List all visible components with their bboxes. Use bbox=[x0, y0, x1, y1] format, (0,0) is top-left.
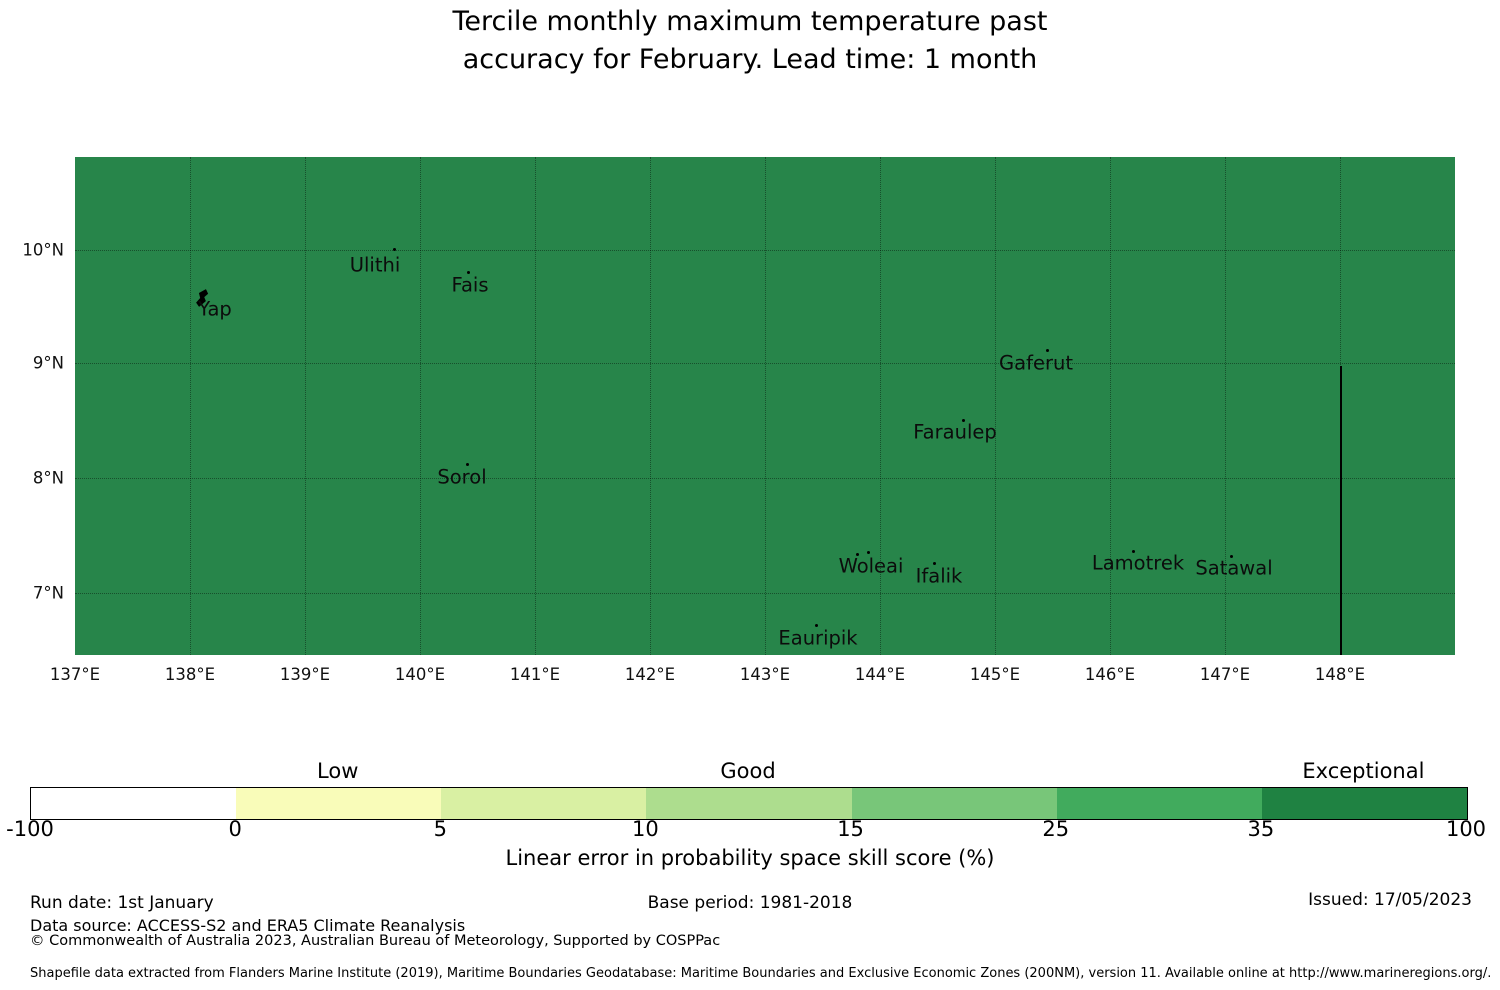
x-axis-tick-label: 144°E bbox=[854, 665, 906, 684]
y-axis-tick-label: 9°N bbox=[32, 353, 64, 373]
colorbar-segment bbox=[1056, 788, 1262, 819]
gridline-longitude bbox=[765, 157, 766, 655]
island-dot bbox=[867, 551, 870, 554]
colorbar-segment bbox=[851, 788, 1057, 819]
issued-date-text: Issued: 17/05/2023 bbox=[1308, 890, 1472, 910]
colorbar-tick-label: 0 bbox=[228, 817, 242, 841]
colorbar-segment bbox=[646, 788, 852, 819]
figure-title: Tercile monthly maximum temperature past… bbox=[0, 3, 1500, 79]
colorbar-segment bbox=[31, 788, 237, 819]
island-dot bbox=[467, 271, 470, 274]
run-date-text: Run date: 1st January bbox=[30, 893, 214, 913]
island-dot bbox=[856, 553, 859, 556]
map-area: Yap Ulithi Fais Sorol Gaferut Faraulep Woleai I… bbox=[75, 157, 1455, 655]
copyright-text: © Commonwealth of Australia 2023, Austra… bbox=[30, 933, 721, 949]
x-axis-tick-label: 145°E bbox=[969, 665, 1021, 684]
gridline-latitude bbox=[75, 363, 1455, 364]
colorbar-tick-label: 35 bbox=[1247, 817, 1275, 841]
colorbar-segment bbox=[1261, 788, 1467, 819]
island-dot bbox=[1046, 349, 1049, 352]
island-dot bbox=[1132, 550, 1135, 553]
gridline-longitude bbox=[995, 157, 996, 655]
gridline-longitude bbox=[305, 157, 306, 655]
place-label: Woleai bbox=[838, 554, 904, 578]
gridline-longitude bbox=[1110, 157, 1111, 655]
place-label: Faraulep bbox=[913, 420, 997, 444]
colorbar-category-label: Low bbox=[317, 759, 359, 783]
x-axis-tick-label: 146°E bbox=[1084, 665, 1136, 684]
island-dot bbox=[393, 248, 396, 251]
y-axis-tick-label: 10°N bbox=[22, 240, 64, 260]
colorbar-tick-label: 10 bbox=[632, 817, 659, 841]
island-dot bbox=[933, 562, 936, 565]
x-axis-tick-label: 140°E bbox=[394, 665, 446, 684]
x-axis-tick-label: 143°E bbox=[739, 665, 791, 684]
gridline-longitude bbox=[190, 157, 191, 655]
colorbar-tick-label: -100 bbox=[6, 817, 54, 841]
y-axis-tick-label: 8°N bbox=[32, 468, 64, 488]
colorbar-tick-label: 15 bbox=[837, 817, 864, 841]
island-dot bbox=[962, 419, 965, 422]
colorbar-tick-label: 100 bbox=[1445, 817, 1487, 841]
place-label: Yap bbox=[198, 297, 232, 321]
place-label: Gaferut bbox=[999, 351, 1073, 375]
y-axis-tick-label: 7°N bbox=[32, 583, 64, 603]
x-axis-tick-label: 147°E bbox=[1199, 665, 1251, 684]
gridline-longitude bbox=[650, 157, 651, 655]
colorbar-segment bbox=[236, 788, 442, 819]
place-label: Ifalik bbox=[915, 564, 963, 588]
x-axis-tick-label: 139°E bbox=[279, 665, 331, 684]
colorbar-segment bbox=[441, 788, 647, 819]
place-label: Satawal bbox=[1195, 556, 1273, 580]
gridline-latitude bbox=[75, 478, 1455, 479]
colorbar-tick-label: 25 bbox=[1042, 817, 1070, 841]
base-period-text: Base period: 1981-2018 bbox=[647, 893, 853, 913]
colorbar bbox=[30, 787, 1468, 820]
island-dot bbox=[815, 624, 818, 627]
x-axis-tick-label: 148°E bbox=[1314, 665, 1366, 684]
gridline-longitude bbox=[1225, 157, 1226, 655]
place-label: Ulithi bbox=[349, 253, 401, 277]
colorbar-category-label: Good bbox=[720, 759, 776, 783]
x-axis-tick-label: 141°E bbox=[509, 665, 561, 684]
colorbar-axis-label: Linear error in probability space skill … bbox=[505, 846, 995, 870]
data-source-text: Data source: ACCESS-S2 and ERA5 Climate … bbox=[30, 916, 466, 935]
colorbar-tick-label: 5 bbox=[433, 817, 447, 841]
gridline-longitude bbox=[535, 157, 536, 655]
place-label: Lamotrek bbox=[1091, 551, 1185, 575]
figure-title-line1: Tercile monthly maximum temperature past bbox=[452, 6, 1048, 37]
gridline-longitude bbox=[420, 157, 421, 655]
place-label: Sorol bbox=[437, 465, 487, 489]
gridline-longitude bbox=[880, 157, 881, 655]
island-dot bbox=[466, 463, 469, 466]
x-axis-tick-label: 138°E bbox=[164, 665, 216, 684]
place-label: Fais bbox=[451, 273, 489, 297]
gridline-latitude bbox=[75, 250, 1455, 251]
figure-title-line2: accuracy for February. Lead time: 1 mont… bbox=[462, 44, 1038, 75]
shapefile-note-text: Shapefile data extracted from Flanders M… bbox=[30, 966, 1492, 981]
gridline-latitude bbox=[75, 593, 1455, 594]
x-axis-tick-label: 142°E bbox=[624, 665, 676, 684]
place-label: Eauripik bbox=[778, 626, 858, 650]
colorbar-category-label: Exceptional bbox=[1302, 759, 1425, 783]
eez-boundary-line bbox=[1340, 366, 1342, 655]
x-axis-tick-label: 137°E bbox=[49, 665, 101, 684]
island-dot bbox=[1230, 555, 1233, 558]
